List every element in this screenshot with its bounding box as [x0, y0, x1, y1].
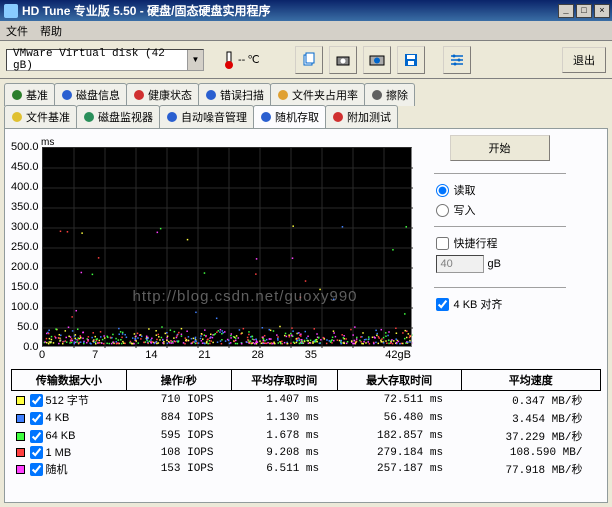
start-button[interactable]: 开始: [450, 135, 550, 161]
window-title: HD Tune 专业版 5.50 - 硬盘/固态硬盘实用程序: [22, 2, 558, 19]
tabs-row-2: 文件基准磁盘监视器自动噪音管理随机存取附加测试: [4, 105, 608, 128]
menu-help[interactable]: 帮助: [40, 23, 62, 39]
tab-基准[interactable]: 基准: [4, 83, 55, 106]
tab-磁盘监视器[interactable]: 磁盘监视器: [76, 105, 160, 128]
table-row: 512 字节710 IOPS1.407 ms72.511 ms0.347 MB/…: [12, 391, 601, 410]
menu-file[interactable]: 文件: [6, 23, 28, 39]
align-checkbox[interactable]: [436, 298, 449, 311]
capture-button[interactable]: [363, 46, 391, 74]
table-row: 1 MB108 IOPS9.208 ms279.184 ms108.590 MB…: [12, 445, 601, 460]
read-label: 读取: [454, 182, 476, 198]
screenshot-button[interactable]: [329, 46, 357, 74]
exit-button[interactable]: 退出: [562, 47, 606, 73]
row-checkbox[interactable]: [30, 412, 43, 425]
fastroute-value: 40: [436, 255, 484, 273]
row-checkbox[interactable]: [30, 430, 43, 443]
tab-文件夹占用率[interactable]: 文件夹占用率: [270, 83, 365, 106]
app-icon: [4, 4, 18, 18]
device-dropdown-icon[interactable]: ▼: [187, 50, 203, 70]
table-row: 4 KB884 IOPS1.130 ms56.480 ms3.454 MB/秒: [12, 409, 601, 427]
row-checkbox[interactable]: [30, 463, 43, 476]
device-selector[interactable]: VMware Virtual disk (42 gB) ▼: [6, 49, 204, 71]
controls-panel: 开始 读取 写入 快捷行程 40 gB 4 KB 对齐: [430, 135, 570, 361]
toolbar: VMware Virtual disk (42 gB) ▼ -- ℃ 退出: [0, 41, 612, 79]
row-checkbox[interactable]: [30, 394, 43, 407]
minimize-button[interactable]: _: [558, 4, 574, 18]
table-body: 512 字节710 IOPS1.407 ms72.511 ms0.347 MB/…: [12, 391, 601, 479]
tab-自动噪音管理[interactable]: 自动噪音管理: [159, 105, 254, 128]
window-buttons: _ □ ×: [558, 4, 610, 18]
temperature-display: -- ℃: [222, 50, 260, 70]
tab-附加测试[interactable]: 附加测试: [325, 105, 398, 128]
tab-panel-random-access: ms 500.0450.0400.0350.0300.0250.0200.015…: [4, 128, 608, 503]
write-radio[interactable]: [436, 204, 449, 217]
tabs-row-1: 基准磁盘信息健康状态错误扫描文件夹占用率擦除: [4, 83, 608, 106]
table-row: 64 KB595 IOPS1.678 ms182.857 ms37.229 MB…: [12, 427, 601, 445]
maximize-button[interactable]: □: [576, 4, 592, 18]
fastroute-label: 快捷行程: [454, 235, 498, 251]
tab-文件基准[interactable]: 文件基准: [4, 105, 77, 128]
chart-canvas: http://blog.csdn.net/guoxy990: [42, 147, 412, 347]
temperature-value: --: [238, 54, 245, 66]
settings-button[interactable]: [443, 46, 471, 74]
close-button[interactable]: ×: [594, 4, 610, 18]
write-label: 写入: [454, 202, 476, 218]
title-bar: HD Tune 专业版 5.50 - 硬盘/固态硬盘实用程序 _ □ ×: [0, 0, 612, 21]
results-table: 传输数据大小操作/秒平均存取时间最大存取时间平均速度 512 字节710 IOP…: [11, 369, 601, 478]
y-axis: 500.0450.0400.0350.0300.0250.0200.0150.0…: [11, 147, 42, 347]
chart-area: ms 500.0450.0400.0350.0300.0250.0200.015…: [11, 135, 601, 361]
read-radio[interactable]: [436, 184, 449, 197]
copy-button[interactable]: [295, 46, 323, 74]
tab-随机存取[interactable]: 随机存取: [253, 105, 326, 128]
tab-磁盘信息[interactable]: 磁盘信息: [54, 83, 127, 106]
row-checkbox[interactable]: [30, 446, 43, 459]
client-area: 基准磁盘信息健康状态错误扫描文件夹占用率擦除 文件基准磁盘监视器自动噪音管理随机…: [0, 79, 612, 507]
tab-错误扫描[interactable]: 错误扫描: [198, 83, 271, 106]
menu-bar: 文件 帮助: [0, 21, 612, 41]
tab-擦除[interactable]: 擦除: [364, 83, 415, 106]
device-name: VMware Virtual disk (42 gB): [7, 46, 187, 74]
table-header: 传输数据大小操作/秒平均存取时间最大存取时间平均速度: [12, 370, 601, 391]
save-button[interactable]: [397, 46, 425, 74]
gb-label: gB: [488, 258, 501, 270]
thermometer-icon: [222, 50, 236, 70]
table-row: 随机153 IOPS6.511 ms257.187 ms77.918 MB/秒: [12, 460, 601, 478]
x-axis: 071421283542gB: [39, 347, 411, 361]
align-label: 4 KB 对齐: [454, 296, 503, 312]
tab-健康状态[interactable]: 健康状态: [126, 83, 199, 106]
temperature-unit: ℃: [247, 53, 259, 66]
fastroute-checkbox[interactable]: [436, 237, 449, 250]
